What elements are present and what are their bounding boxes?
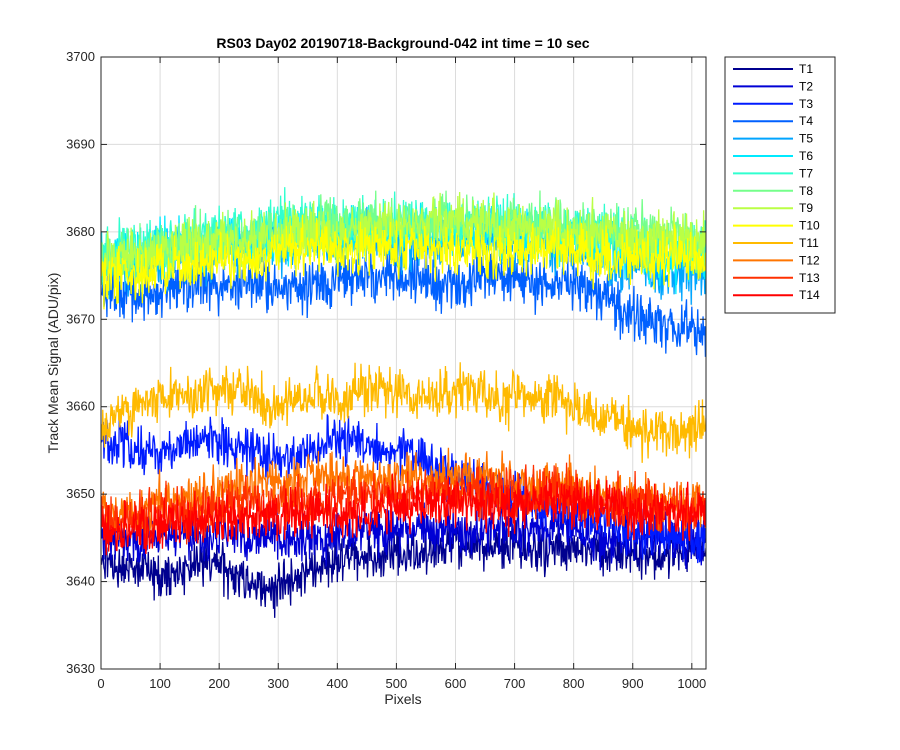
y-tick-label: 3700 <box>66 49 95 64</box>
x-tick-label: 600 <box>445 676 467 691</box>
series-line-t10 <box>101 214 706 310</box>
y-tick-label: 3690 <box>66 136 95 151</box>
y-tick-label: 3670 <box>66 311 95 326</box>
legend-label-t3: T3 <box>799 97 813 111</box>
legend-label-t9: T9 <box>799 201 813 215</box>
legend-label-t5: T5 <box>799 132 813 146</box>
y-tick-label: 3630 <box>66 661 95 676</box>
legend-label-t14: T14 <box>799 288 820 302</box>
series-layer <box>101 187 706 618</box>
x-tick-label: 100 <box>149 676 171 691</box>
x-axis-label: Pixels <box>384 691 421 707</box>
legend-label-t13: T13 <box>799 271 820 285</box>
series-line-t11 <box>101 362 706 463</box>
legend-label-t8: T8 <box>799 184 813 198</box>
x-tick-label: 1000 <box>677 676 706 691</box>
legend-label-t1: T1 <box>799 62 813 76</box>
y-axis-label: Track Mean Signal (ADU/pix) <box>45 273 61 454</box>
legend-label-t12: T12 <box>799 253 820 267</box>
legend-label-t10: T10 <box>799 219 820 233</box>
legend-label-t4: T4 <box>799 114 813 128</box>
legend: T1 T2 T3 T4 T5 T6 T7 T8 T9 T10 T11 T12 T13 T14 <box>724 56 836 314</box>
series-line-t3 <box>101 414 706 564</box>
legend-label-t7: T7 <box>799 166 813 180</box>
legend-label-t6: T6 <box>799 149 813 163</box>
chart-title: RS03 Day02 20190718-Background-042 int t… <box>216 35 589 51</box>
x-tick-label: 500 <box>386 676 408 691</box>
series-line-t12 <box>101 447 706 536</box>
x-tick-label: 300 <box>267 676 289 691</box>
y-tick-label: 3680 <box>66 224 95 239</box>
axis-ticks: 0 100 200 300 400 500 600 700 800 900 1000 3630 3640… <box>66 49 706 691</box>
y-tick-label: 3650 <box>66 486 95 501</box>
legend-label-t11: T11 <box>799 236 819 250</box>
series-line-t14 <box>101 473 706 556</box>
x-tick-label: 0 <box>97 676 104 691</box>
x-tick-label: 200 <box>208 676 230 691</box>
legend-label-t2: T2 <box>799 79 813 93</box>
plot-area-frame <box>100 56 707 670</box>
x-tick-label: 700 <box>504 676 526 691</box>
x-tick-label: 800 <box>563 676 585 691</box>
y-tick-label: 3660 <box>66 399 95 414</box>
legend-box <box>724 56 836 314</box>
x-tick-label: 900 <box>622 676 644 691</box>
x-tick-label: 400 <box>326 676 348 691</box>
y-tick-label: 3640 <box>66 574 95 589</box>
